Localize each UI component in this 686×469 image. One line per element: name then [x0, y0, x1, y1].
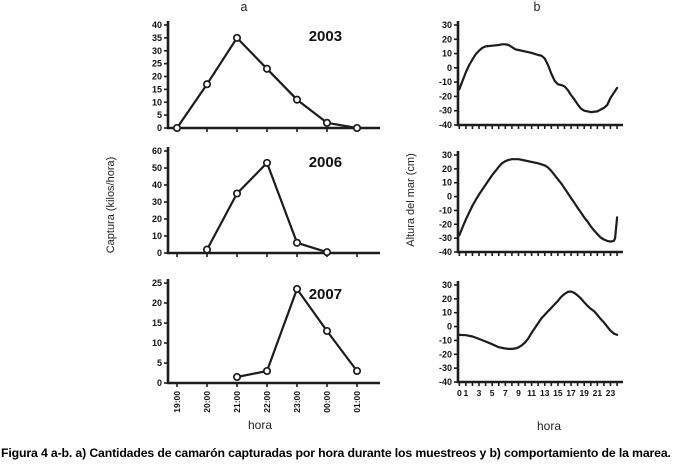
svg-text:-30: -30: [439, 233, 452, 243]
svg-text:40: 40: [152, 180, 162, 190]
svg-text:20: 20: [152, 214, 162, 224]
svg-text:21: 21: [593, 388, 603, 398]
svg-text:30: 30: [442, 20, 452, 30]
svg-text:-20: -20: [439, 219, 452, 229]
svg-text:0: 0: [447, 63, 452, 73]
svg-text:-40: -40: [439, 120, 452, 130]
svg-text:5: 5: [157, 110, 162, 120]
svg-text:0: 0: [447, 322, 452, 332]
svg-text:13: 13: [540, 388, 550, 398]
svg-text:00:00: 00:00: [322, 391, 332, 413]
svg-text:7: 7: [503, 388, 508, 398]
svg-text:-40: -40: [439, 377, 452, 387]
svg-text:20:00: 20:00: [202, 391, 212, 413]
chart-captura-2007: 0 5 10 15 20 25 19:00 20:00 21:00 22:00 23:00 00:00…: [152, 278, 380, 413]
svg-text:17: 17: [566, 388, 576, 398]
svg-text:2003: 2003: [309, 28, 342, 45]
svg-text:15: 15: [553, 388, 563, 398]
svg-text:0: 0: [457, 388, 462, 398]
svg-text:21:00: 21:00: [232, 391, 242, 413]
svg-text:11: 11: [527, 388, 536, 398]
svg-text:-30: -30: [439, 106, 452, 116]
svg-text:5: 5: [157, 358, 162, 368]
y-axis-label-captura: Captura (kilos/hora): [105, 156, 117, 254]
svg-text:10: 10: [152, 231, 162, 241]
chart-captura-2003: 0 5 10 15 20 25 30 35 40 2003: [152, 20, 380, 133]
svg-text:20: 20: [442, 294, 452, 304]
svg-text:60: 60: [152, 146, 162, 156]
svg-text:0: 0: [157, 123, 162, 133]
svg-text:25: 25: [152, 59, 162, 69]
svg-text:20: 20: [152, 72, 162, 82]
chart-marea-2003: -40 -30 -20 -10 0 10 20 30: [439, 20, 623, 130]
svg-text:-20: -20: [439, 91, 452, 101]
svg-text:0: 0: [447, 192, 452, 202]
svg-text:35: 35: [152, 33, 162, 43]
svg-text:-30: -30: [439, 363, 452, 373]
svg-text:10: 10: [152, 97, 162, 107]
svg-text:01:00: 01:00: [352, 391, 362, 413]
svg-text:-10: -10: [439, 77, 452, 87]
svg-text:25: 25: [152, 278, 162, 288]
svg-text:1: 1: [464, 388, 469, 398]
svg-text:15: 15: [152, 318, 162, 328]
chart-captura-2006: 0 10 20 30 40 50 60 2006: [152, 146, 380, 258]
svg-text:20: 20: [442, 34, 452, 44]
svg-text:10: 10: [442, 178, 452, 188]
x-axis-label-hora-b: hora: [536, 419, 562, 433]
svg-text:23:00: 23:00: [292, 391, 302, 413]
svg-text:2007: 2007: [309, 286, 342, 303]
svg-text:10: 10: [442, 49, 452, 59]
svg-text:-10: -10: [439, 335, 452, 345]
figure-caption: Figura 4 a-b. a) Cantidades de camarón c…: [1, 446, 671, 460]
svg-text:9: 9: [516, 388, 521, 398]
svg-text:2006: 2006: [309, 154, 342, 171]
svg-text:0: 0: [157, 248, 162, 258]
svg-text:30: 30: [442, 150, 452, 160]
svg-text:15: 15: [152, 84, 162, 94]
svg-text:3: 3: [477, 388, 482, 398]
svg-text:-10: -10: [439, 205, 452, 215]
svg-text:19:00: 19:00: [172, 391, 182, 413]
svg-text:-40: -40: [439, 247, 452, 257]
svg-text:10: 10: [152, 338, 162, 348]
column-b-label: b: [533, 0, 541, 14]
svg-text:30: 30: [152, 197, 162, 207]
svg-text:30: 30: [152, 46, 162, 56]
svg-text:19: 19: [579, 388, 589, 398]
svg-text:50: 50: [152, 163, 162, 173]
svg-text:20: 20: [152, 298, 162, 308]
svg-text:22:00: 22:00: [262, 391, 272, 413]
svg-text:23: 23: [606, 388, 616, 398]
x-axis-label-hora-a: hora: [247, 418, 273, 432]
svg-text:0: 0: [157, 378, 162, 388]
svg-text:-20: -20: [439, 349, 452, 359]
svg-text:40: 40: [152, 20, 162, 30]
svg-text:5: 5: [490, 388, 495, 398]
column-a-label: a: [240, 0, 248, 14]
svg-text:10: 10: [442, 308, 452, 318]
svg-text:20: 20: [442, 164, 452, 174]
chart-marea-2006: -40 -30 -20 -10 0 10 20 30: [439, 150, 623, 257]
svg-text:30: 30: [442, 280, 452, 290]
